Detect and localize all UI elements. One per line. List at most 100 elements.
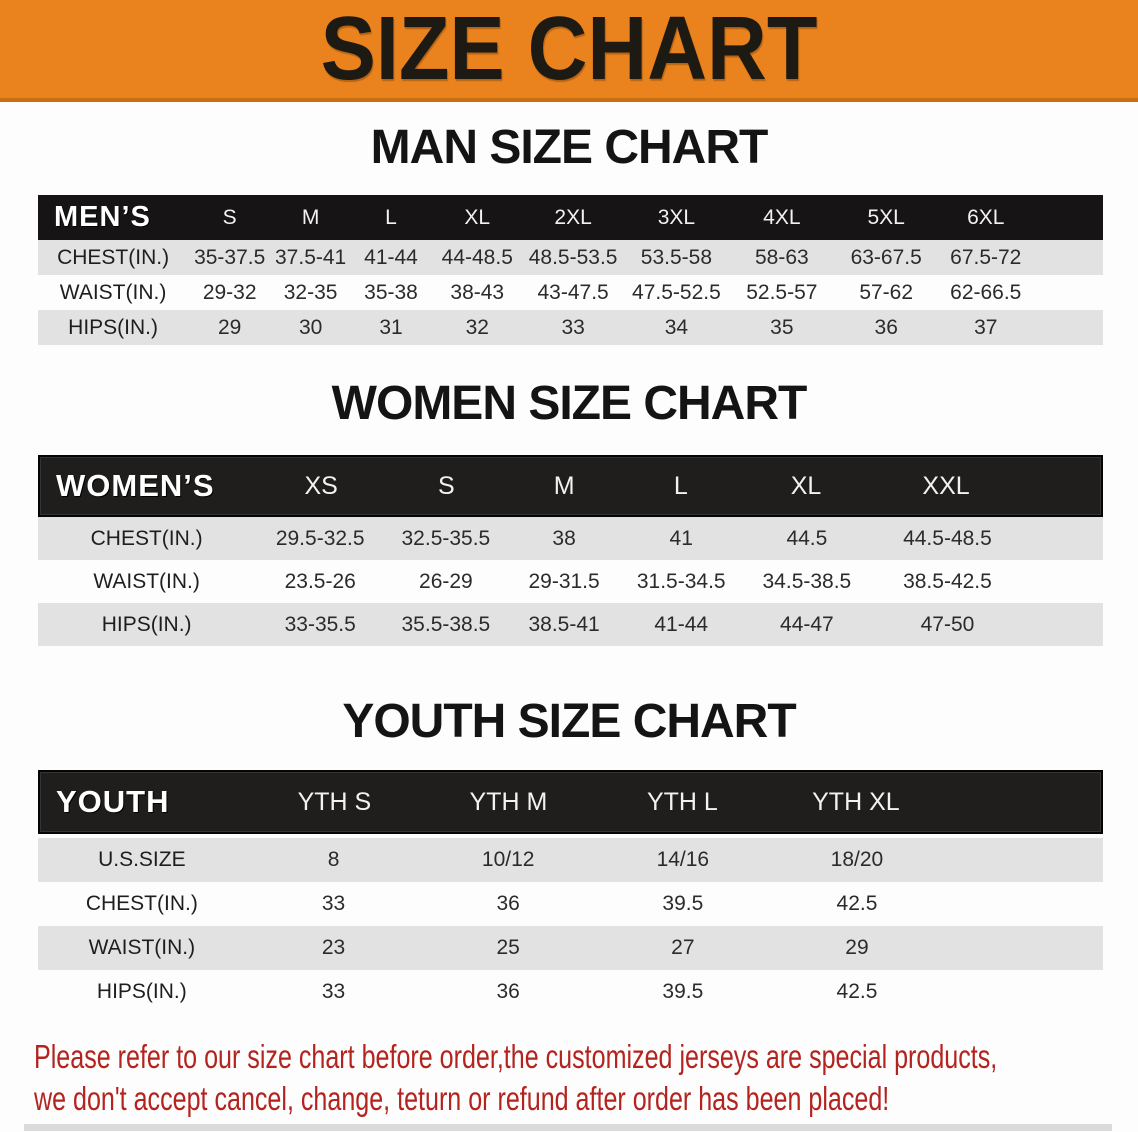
- women-cell: 41: [669, 526, 693, 550]
- women-row-label: HIPS(IN.): [101, 612, 192, 636]
- men-cell: 44-48.5: [441, 245, 513, 269]
- men-cell: 35-38: [364, 280, 418, 304]
- men-cell: 32: [465, 315, 489, 339]
- women-cell: 38: [552, 526, 576, 550]
- men-header-label: MEN’S: [54, 201, 151, 233]
- women-cell: 38.5-42.5: [903, 569, 992, 593]
- youth-cell: 25: [496, 936, 520, 959]
- men-column-header: 5XL: [867, 205, 905, 229]
- youth-row-label: HIPS(IN.): [96, 980, 187, 1003]
- youth-cell: 36: [496, 892, 520, 915]
- men-cell: 67.5-72: [950, 245, 1022, 269]
- youth-row-label: U.S.SIZE: [98, 848, 186, 871]
- youth-cell: 39.5: [662, 892, 704, 915]
- youth-header-row: YOUTH YTH S YTH M YTH L YTH XL: [38, 770, 1103, 834]
- men-row-label: CHEST(IN.): [57, 245, 170, 269]
- youth-cell: 42.5: [836, 980, 878, 1003]
- youth-cell: 36: [496, 980, 520, 1003]
- women-section-heading: WOMEN SIZE CHART: [331, 377, 808, 430]
- men-row: HIPS(IN.) 29 30 31 32 33 34 35 36 37: [38, 310, 1103, 345]
- filler: [1034, 195, 1103, 240]
- men-column-header: L: [385, 205, 397, 229]
- men-cell: 29-32: [202, 280, 257, 304]
- men-cell: 37.5-41: [275, 245, 347, 269]
- page-title: SIZE CHART: [320, 0, 818, 99]
- filler: [1022, 517, 1103, 560]
- women-column-header: S: [438, 471, 455, 500]
- filler: [943, 838, 1103, 882]
- bottom-edge-strip: [24, 1124, 1112, 1131]
- women-cell: 33-35.5: [284, 612, 356, 636]
- youth-cell: 42.5: [836, 892, 878, 915]
- men-column-header: M: [301, 205, 320, 229]
- disclaimer-text: Please refer to our size chart before or…: [34, 1036, 1134, 1120]
- youth-section-heading: YOUTH SIZE CHART: [342, 695, 796, 748]
- youth-column-header: YTH XL: [812, 787, 900, 816]
- men-row: WAIST(IN.) 29-32 32-35 35-38 38-43 43-47.5 47.…: [38, 275, 1103, 310]
- youth-column-header: YTH M: [469, 787, 548, 816]
- filler: [1022, 560, 1103, 603]
- youth-size-table: YOUTH YTH S YTH M YTH L YTH XL U.S.SIZE 8 10/12…: [38, 770, 1103, 1014]
- youth-cell: 33: [321, 892, 346, 915]
- disclaimer-line-1: Please refer to our size chart before or…: [34, 1038, 998, 1075]
- youth-cell: 23: [321, 936, 346, 959]
- filler: [943, 970, 1103, 1014]
- youth-row-label: WAIST(IN.): [88, 936, 196, 959]
- men-cell: 53.5-58: [640, 245, 713, 269]
- women-row-label: WAIST(IN.): [93, 569, 200, 593]
- women-column-header: XL: [790, 471, 822, 500]
- men-cell: 37: [974, 315, 998, 339]
- men-cell: 35-37.5: [194, 245, 266, 269]
- youth-header-label: YOUTH: [56, 784, 170, 819]
- youth-column-header: YTH S: [297, 787, 372, 816]
- men-cell: 34: [664, 315, 689, 339]
- women-cell: 32.5-35.5: [401, 526, 491, 550]
- youth-cell: 29: [845, 936, 869, 959]
- men-cell: 41-44: [364, 245, 418, 269]
- men-column-header: 2XL: [554, 205, 592, 229]
- filler: [1034, 240, 1103, 275]
- men-cell: 47.5-52.5: [632, 280, 721, 304]
- youth-cell: 18/20: [830, 848, 884, 871]
- men-section-heading: MAN SIZE CHART: [370, 121, 769, 174]
- women-row: HIPS(IN.) 33-35.5 35.5-38.5 38.5-41 41-44 44-…: [38, 603, 1103, 646]
- women-cell: 26-29: [419, 569, 473, 593]
- women-cell: 44-47: [780, 612, 834, 636]
- youth-row: CHEST(IN.) 33 36 39.5 42.5: [38, 882, 1103, 926]
- women-row: CHEST(IN.) 29.5-32.5 32.5-35.5 38 41 44.5 44.5…: [38, 517, 1103, 560]
- men-column-header: XL: [464, 205, 491, 229]
- women-cell: 29.5-32.5: [275, 526, 365, 550]
- women-cell: 23.5-26: [284, 569, 356, 593]
- youth-cell: 39.5: [662, 980, 704, 1003]
- women-cell: 31.5-34.5: [636, 569, 726, 593]
- women-header-row: WOMEN’S XS S M L XL XXL: [38, 455, 1103, 517]
- filler: [1022, 603, 1103, 646]
- women-column-header: XXL: [922, 471, 970, 500]
- women-cell: 38.5-41: [528, 612, 600, 636]
- youth-cell: 33: [321, 980, 346, 1003]
- filler: [1034, 275, 1103, 310]
- women-cell: 44.5: [786, 526, 828, 550]
- women-column-header: M: [553, 471, 575, 500]
- men-cell: 57-62: [859, 280, 914, 304]
- youth-column-header: YTH L: [646, 787, 718, 816]
- women-cell: 41-44: [654, 612, 709, 636]
- women-cell: 34.5-38.5: [762, 569, 852, 593]
- disclaimer-line-2: we don't accept cancel, change, teturn o…: [34, 1080, 890, 1117]
- men-cell: 31: [379, 315, 403, 339]
- men-cell: 30: [298, 315, 323, 339]
- men-column-header: 4XL: [763, 205, 801, 229]
- youth-row-label: CHEST(IN.): [85, 892, 198, 915]
- men-column-header: 3XL: [657, 205, 696, 229]
- banner: SIZE CHART: [0, 0, 1138, 102]
- men-row: CHEST(IN.) 35-37.5 37.5-41 41-44 44-48.5 48.5…: [38, 240, 1103, 275]
- men-column-header: S: [222, 205, 237, 229]
- men-cell: 63-67.5: [850, 245, 922, 269]
- filler: [942, 772, 1101, 832]
- men-cell: 43-47.5: [537, 280, 609, 304]
- men-cell: 52.5-57: [746, 280, 818, 304]
- women-header-label: WOMEN’S: [56, 468, 215, 503]
- filler: [1020, 457, 1101, 515]
- filler: [943, 926, 1103, 970]
